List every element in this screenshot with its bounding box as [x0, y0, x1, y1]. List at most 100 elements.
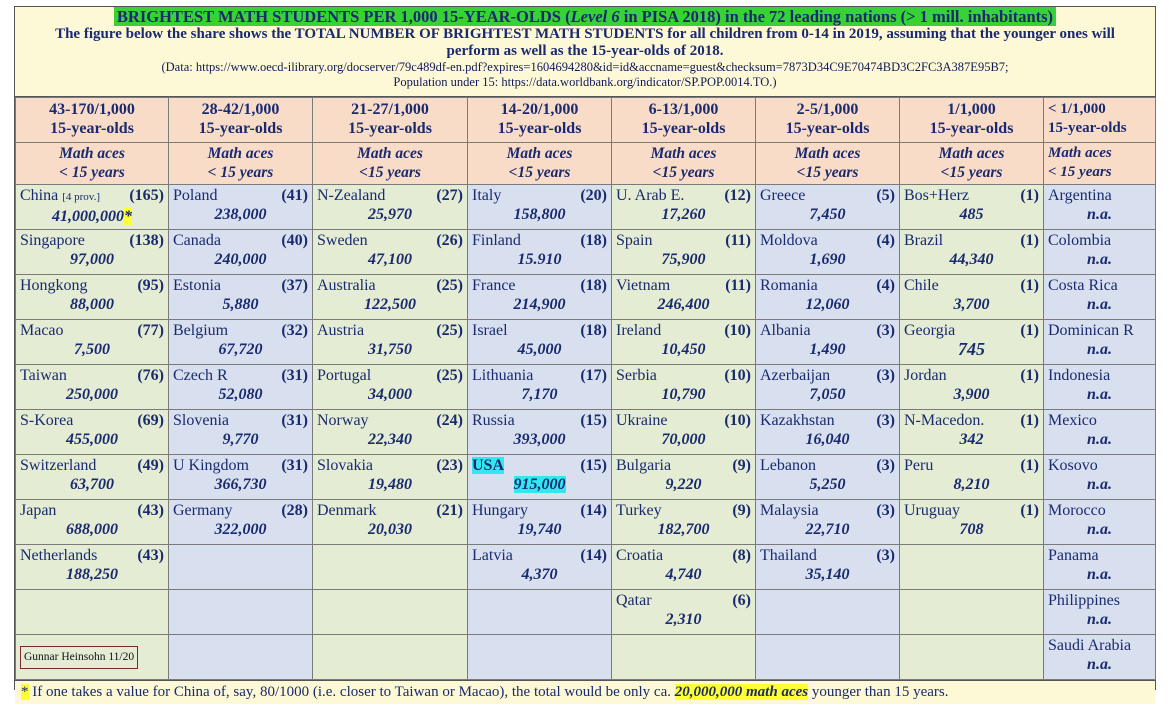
table-row: Hongkong (95) 88,000 Estonia (37) 5,880 Austra…: [15, 274, 1156, 320]
table-cell: U Kingdom (31) 366,730: [168, 454, 313, 500]
range-label: 6-13/1,000: [648, 101, 719, 118]
table-cell: [899, 544, 1044, 590]
country-name: Moldova: [760, 232, 818, 249]
country-name-wrap: Canada: [173, 231, 221, 250]
table-cell: Vietnam (11) 246,400: [611, 274, 756, 320]
math-aces-count: 9,770: [173, 430, 308, 449]
math-aces-count: n.a.: [1048, 340, 1151, 359]
table-row: Taiwan (76) 250,000 Czech R (31) 52,080 Portug…: [15, 364, 1156, 410]
table-cell: Czech R (31) 52,080: [168, 364, 313, 410]
country-name: Qatar: [616, 592, 652, 609]
table-cell: Gunnar Heinsohn 11/20: [15, 634, 169, 680]
share-value: (3): [876, 322, 895, 339]
aces-label: Math aces: [794, 145, 861, 162]
country-line: Belgium (32): [173, 321, 308, 340]
table-row: Gunnar Heinsohn 11/20 Saudi Arabia n.a.: [15, 634, 1156, 680]
math-aces-count: 708: [904, 520, 1039, 539]
column-header-aces: Math aces <15 years: [899, 142, 1044, 185]
share-value: (14): [580, 502, 607, 519]
table-cell: Sweden (26) 47,100: [312, 229, 468, 275]
country-line: Lebanon (3): [760, 456, 895, 475]
table-cell: Dominican R n.a.: [1043, 319, 1156, 365]
math-aces-count: n.a.: [1048, 430, 1151, 449]
country-name: Netherlands: [20, 547, 98, 564]
math-aces-number: 75,900: [661, 251, 706, 268]
country-name-wrap: Germany: [173, 501, 233, 520]
share-value: (1): [1020, 187, 1039, 204]
math-aces-count: 214,900: [472, 295, 607, 314]
country-line: Georgia (1): [904, 321, 1039, 340]
country-name-wrap: U. Arab E.: [616, 186, 684, 205]
share-value: (24): [436, 412, 463, 429]
math-aces-count: 393,000: [472, 430, 607, 449]
math-aces-number: 15.910: [517, 251, 562, 268]
share-value: (3): [876, 457, 895, 474]
math-aces-number: 188,250: [66, 566, 118, 583]
column-header-range: 6-13/1,000 15-year-olds: [611, 97, 756, 143]
math-aces-number: 688,000: [66, 521, 118, 538]
math-aces-number: 70,000: [661, 431, 706, 448]
math-aces-number: n.a.: [1087, 296, 1112, 313]
share-value: (18): [580, 277, 607, 294]
table-cell: [899, 589, 1044, 635]
country-name-wrap: Greece: [760, 186, 805, 205]
table-cell: Serbia (10) 10,790: [611, 364, 756, 410]
math-aces-count: 7,050: [760, 385, 895, 404]
math-aces-count: 22,340: [317, 430, 463, 449]
country-name-wrap: Argentina: [1048, 186, 1112, 205]
share-value: (165): [129, 187, 164, 204]
math-aces-number: 47,100: [368, 251, 412, 268]
country-name: Finland: [472, 232, 521, 249]
country-line: Bos+Herz (1): [904, 186, 1039, 205]
age-label: <15 years: [796, 164, 859, 181]
math-aces-number: 122,500: [364, 296, 416, 313]
math-aces-count: n.a.: [1048, 565, 1151, 584]
table-cell: Panama n.a.: [1043, 544, 1156, 590]
table-cell: Moldova (4) 1,690: [755, 229, 900, 275]
country-name-wrap: Brazil: [904, 231, 943, 250]
country-name: Estonia: [173, 277, 221, 294]
math-aces-number: 35,140: [805, 566, 850, 583]
country-name: Japan: [20, 502, 57, 519]
math-aces-number: 158,800: [513, 206, 566, 223]
table-cell: [467, 634, 612, 680]
table-cell: Japan (43) 688,000: [15, 499, 169, 545]
country-line: Netherlands (43): [20, 546, 164, 565]
math-aces-count: 63,700: [20, 475, 164, 494]
table-cell: Austria (25) 31,750: [312, 319, 468, 365]
table-row: S-Korea (69) 455,000 Slovenia (31) 9,770 Norwa…: [15, 409, 1156, 455]
table-cell: [467, 589, 612, 635]
country-name-wrap: Portugal: [317, 366, 371, 385]
country-name-wrap: Italy: [472, 186, 501, 205]
math-aces-count: 17,260: [616, 205, 751, 224]
math-aces-number: 4,370: [521, 566, 558, 583]
table-cell: [312, 634, 468, 680]
country-name-wrap: Norway: [317, 411, 369, 430]
share-value: (15): [580, 412, 607, 429]
column-header-range: 2-5/1,000 15-year-olds: [755, 97, 900, 143]
column-header-aces: Math aces <15 years: [755, 142, 900, 185]
country-name: Croatia: [616, 547, 664, 564]
share-value: (76): [137, 367, 164, 384]
table-cell: Ukraine (10) 70,000: [611, 409, 756, 455]
share-value: (12): [724, 187, 751, 204]
country-name: Georgia: [904, 322, 956, 339]
country-name-wrap: Israel: [472, 321, 508, 340]
math-aces-count: 41,000,000*: [20, 207, 164, 226]
math-aces-count: 240,000: [173, 250, 308, 269]
country-name-wrap: Ukraine: [616, 411, 668, 430]
country-name-wrap: Hungary: [472, 501, 528, 520]
title-italic: Level 6: [570, 7, 620, 26]
math-aces-count: 3,900: [904, 385, 1039, 404]
unit-label: 15-year-olds: [348, 120, 432, 137]
math-aces-number: 88,000: [70, 296, 114, 313]
country-line: Estonia (37): [173, 276, 308, 295]
unit-label: 15-year-olds: [497, 120, 582, 137]
share-value: (25): [436, 367, 463, 384]
country-name: Russia: [472, 412, 515, 429]
math-aces-number: 19,740: [517, 521, 562, 538]
math-aces-count: 1,690: [760, 250, 895, 269]
table-cell: Germany (28) 322,000: [168, 499, 313, 545]
table-cell: Chile (1) 3,700: [899, 274, 1044, 320]
country-name-wrap: Lebanon: [760, 456, 816, 475]
